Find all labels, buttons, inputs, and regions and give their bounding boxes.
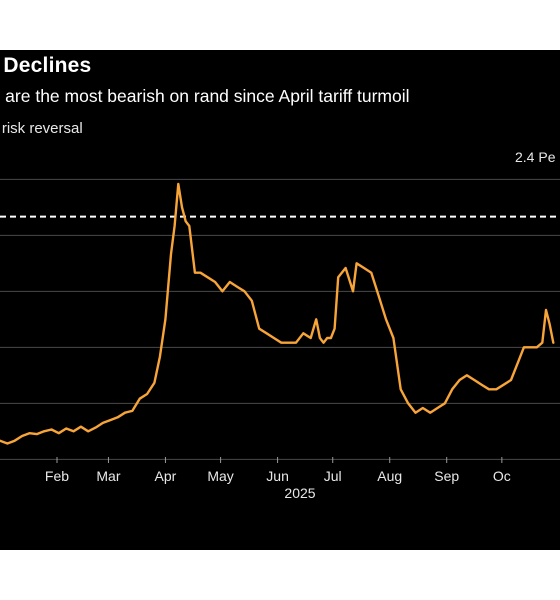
x-tick-label-feb: Feb [45,468,69,484]
line-chart: Feb Mar Apr May Jun Jul Aug Sep Oc 2025 [0,178,560,501]
x-axis-year-label: 2025 [284,485,315,501]
x-axis: Feb Mar Apr May Jun Jul Aug Sep Oc [45,457,511,484]
series-group [0,182,555,445]
x-tick-label-apr: Apr [155,468,177,484]
x-tick-label-sep: Sep [434,468,459,484]
chart-panel: or Declines ers are the most bearish on … [0,50,560,550]
series-line-0 [0,182,555,445]
x-tick-label-aug: Aug [377,468,402,484]
reference-line-label: 2.4 Pe [515,149,556,165]
x-tick-label-may: May [207,468,233,484]
chart-subtitle: ers are the most bearish on rand since A… [0,86,410,106]
gridlines [0,178,560,460]
x-tick-label-oc: Oc [493,468,511,484]
chart-title: or Declines [0,54,92,77]
x-tick-label-jul: Jul [324,468,342,484]
x-tick-label-mar: Mar [96,468,120,484]
x-tick-label-jun: Jun [266,468,289,484]
series-label: ear risk reversal [0,120,83,137]
